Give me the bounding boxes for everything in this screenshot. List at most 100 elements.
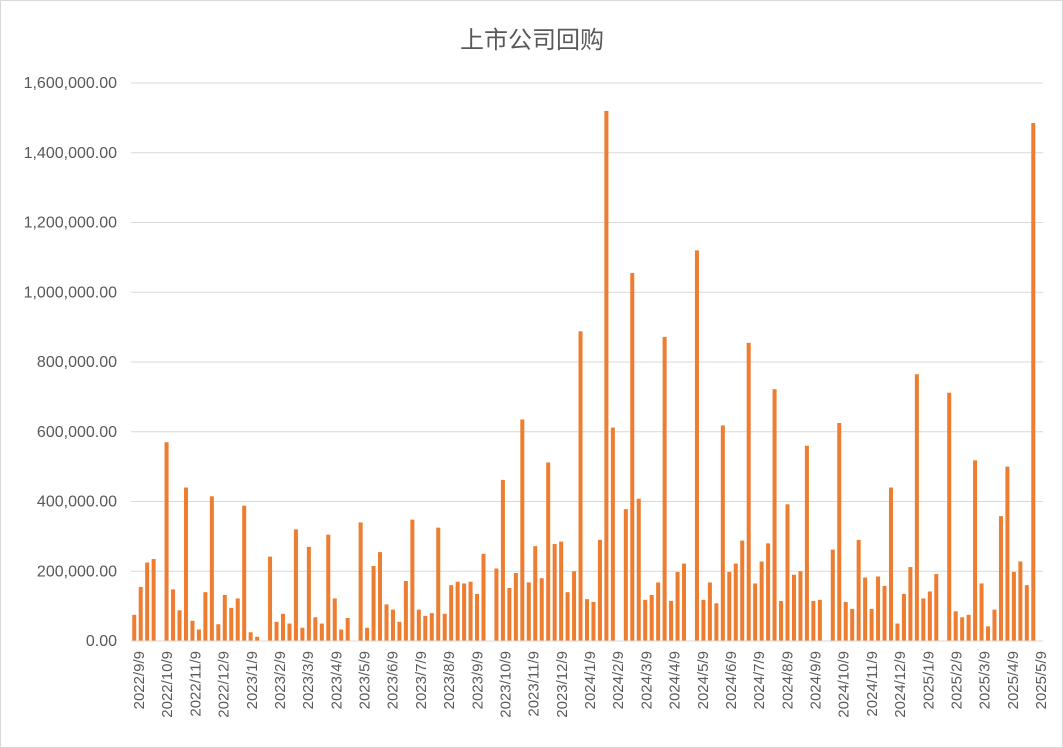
bar — [694, 250, 699, 641]
bar — [766, 543, 771, 641]
bar — [662, 336, 667, 641]
bar — [914, 374, 919, 641]
x-axis-tick-labels: 2022/9/9 2022/10/9 2022/11/9 2022/12/9 2023/… — [131, 651, 1050, 718]
x-tick-label: 2024/12/9 — [892, 651, 909, 718]
bar — [895, 623, 900, 641]
bar — [190, 620, 195, 641]
bar — [947, 392, 952, 641]
x-tick-label: 2024/6/9 — [723, 651, 740, 709]
bar — [319, 623, 324, 641]
bar — [597, 539, 602, 641]
x-tick-label: 2023/6/9 — [385, 651, 402, 709]
bar — [630, 273, 635, 641]
y-tick-label: 400,000.00 — [37, 494, 117, 511]
bar — [539, 578, 544, 641]
x-tick-label: 2023/4/9 — [328, 651, 345, 709]
bar — [559, 541, 564, 641]
bar — [707, 582, 712, 641]
x-tick-label: 2023/12/9 — [554, 651, 571, 718]
bar — [526, 582, 531, 641]
bar — [966, 614, 971, 641]
bar — [345, 617, 350, 641]
x-tick-label: 2024/8/9 — [779, 651, 796, 709]
bar — [578, 331, 583, 641]
bar — [533, 546, 538, 641]
x-tick-label: 2022/10/9 — [159, 651, 176, 718]
bar — [274, 621, 279, 641]
bar — [293, 529, 298, 641]
y-axis-tick-labels: 0.00 200,000.00 400,000.00 600,000.00 800,00… — [24, 75, 118, 650]
bar — [371, 566, 376, 641]
bar — [927, 591, 932, 641]
y-tick-label: 1,200,000.00 — [24, 215, 118, 232]
x-tick-label: 2023/2/9 — [272, 651, 289, 709]
y-tick-label: 1,000,000.00 — [24, 284, 118, 301]
bar — [998, 516, 1003, 641]
bar — [255, 636, 260, 641]
bar — [740, 540, 745, 641]
bar — [727, 571, 732, 641]
gridlines — [131, 82, 1043, 642]
bar — [416, 609, 421, 641]
bar — [306, 546, 311, 641]
bar — [242, 505, 247, 641]
y-tick-label: 800,000.00 — [37, 354, 117, 371]
bar — [378, 552, 383, 641]
x-tick-label: 2023/10/9 — [497, 651, 514, 718]
bar — [468, 581, 473, 641]
x-tick-label: 2023/1/9 — [244, 651, 261, 709]
bar — [830, 549, 835, 641]
bar — [643, 599, 648, 641]
bar — [992, 609, 997, 641]
bar — [1024, 585, 1029, 641]
x-tick-label: 2024/4/9 — [667, 651, 684, 709]
bar — [513, 572, 518, 641]
bar — [888, 487, 894, 641]
bar — [986, 626, 991, 641]
bar — [669, 600, 674, 641]
x-tick-label: 2023/8/9 — [441, 651, 458, 709]
x-tick-label: 2025/5/9 — [1033, 651, 1050, 709]
x-tick-label: 2023/7/9 — [413, 651, 430, 709]
bar — [436, 527, 441, 641]
bar — [565, 592, 570, 641]
y-tick-label: 0.00 — [86, 633, 117, 650]
bar — [656, 582, 661, 641]
bar — [791, 574, 796, 641]
x-tick-label: 2025/1/9 — [920, 651, 937, 709]
bar — [132, 614, 137, 641]
bar — [280, 613, 286, 641]
bar — [746, 342, 751, 641]
bar — [798, 571, 803, 641]
bar — [552, 544, 557, 641]
x-tick-label: 2022/11/9 — [187, 651, 204, 717]
bar — [811, 600, 816, 641]
x-tick-label: 2024/11/9 — [864, 651, 881, 717]
bar — [604, 110, 609, 641]
bar — [850, 608, 855, 641]
bar — [953, 611, 958, 641]
bar — [339, 629, 344, 641]
bar — [804, 445, 809, 641]
bar — [216, 624, 221, 641]
x-tick-label: 2025/2/9 — [948, 651, 965, 709]
y-tick-label: 1,600,000.00 — [24, 75, 118, 92]
bar — [753, 583, 758, 641]
bar — [623, 509, 628, 641]
bar — [455, 581, 460, 641]
bar — [209, 496, 214, 641]
bars — [132, 110, 1036, 641]
bar — [203, 592, 208, 641]
bar — [520, 419, 525, 641]
bar — [429, 613, 434, 641]
bar — [145, 562, 150, 641]
bar — [921, 598, 926, 641]
bar — [1031, 123, 1036, 641]
bar — [248, 632, 253, 641]
bar — [481, 553, 486, 641]
bar — [235, 598, 240, 641]
bar — [222, 594, 227, 641]
bar — [636, 498, 641, 641]
y-tick-label: 200,000.00 — [37, 563, 117, 580]
